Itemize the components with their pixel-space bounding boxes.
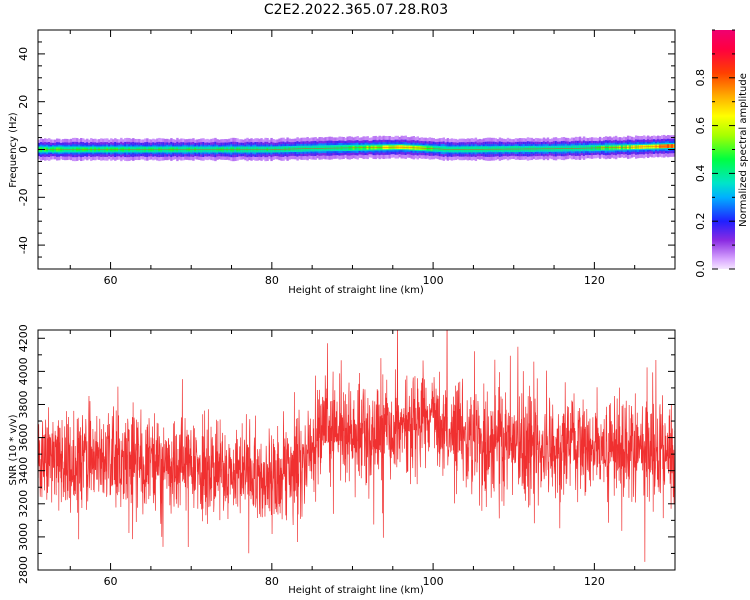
y-tick-label: 3000 xyxy=(17,523,30,551)
colorbar-label: Normalized spectral amplitude xyxy=(738,73,749,227)
spectrogram-ridge xyxy=(38,145,675,150)
y-tick-label: 3400 xyxy=(17,457,30,485)
colorbar-tick-label: 0.0 xyxy=(694,260,707,278)
y-tick-label: 40 xyxy=(17,47,30,61)
spectrogram-ticks: 60 80 100 120 -40 -20 0 20 40 xyxy=(17,29,676,287)
colorbar-tick-label: 0.4 xyxy=(694,165,707,183)
x-tick-label: 120 xyxy=(584,274,605,287)
y-tick-label: -40 xyxy=(17,236,30,254)
spectrogram-x-label: Height of straight line (km) xyxy=(288,285,424,296)
snr-x-label: Height of straight line (km) xyxy=(288,585,424,596)
figure-title: C2E2.2022.365.07.28.R03 xyxy=(264,2,448,18)
colorbar-ticks: 0.0 0.2 0.4 0.6 0.8 xyxy=(694,29,735,278)
y-tick-label: 4200 xyxy=(17,324,30,352)
x-tick-label: 100 xyxy=(423,274,444,287)
x-tick-label: 120 xyxy=(584,575,605,588)
spectrogram-panel: 60 80 100 120 -40 -20 0 20 40 Height of straight… xyxy=(8,29,676,296)
y-tick-label: 4000 xyxy=(17,357,30,385)
snr-series-line xyxy=(38,330,675,562)
snr-panel: 60 80 100 120 2800 3000 3200 3400 3600 3800 4000 42… xyxy=(8,324,676,596)
x-tick-label: 60 xyxy=(104,274,118,287)
colorbar: 0.0 0.2 0.4 0.6 0.8 Normalized spectral ampl… xyxy=(694,29,749,278)
y-tick-label: 20 xyxy=(17,95,30,109)
y-tick-label: -20 xyxy=(17,188,30,206)
spectrogram-y-label: Frequency (Hz) xyxy=(8,112,19,188)
snr-series-area xyxy=(38,330,675,562)
y-tick-label: 3800 xyxy=(17,390,30,418)
snr-y-label: SNR (10 * v/v) xyxy=(8,414,19,485)
spectrogram-band xyxy=(38,134,675,162)
colorbar-tick-label: 0.6 xyxy=(694,117,707,135)
x-tick-label: 80 xyxy=(265,274,279,287)
x-tick-label: 100 xyxy=(423,575,444,588)
snr-ticks: 60 80 100 120 2800 3000 3200 3400 3600 3800 4000 42… xyxy=(17,324,676,588)
snr-frame xyxy=(37,329,676,571)
y-tick-label: 3200 xyxy=(17,490,30,518)
x-tick-label: 60 xyxy=(104,575,118,588)
colorbar-tick-label: 0.2 xyxy=(694,212,707,230)
y-tick-label: 3600 xyxy=(17,424,30,452)
colorbar-gradient xyxy=(712,30,735,269)
y-tick-label: 2800 xyxy=(17,556,30,584)
y-tick-label: 0 xyxy=(17,146,30,153)
x-tick-label: 80 xyxy=(265,575,279,588)
colorbar-tick-label: 0.8 xyxy=(694,69,707,87)
